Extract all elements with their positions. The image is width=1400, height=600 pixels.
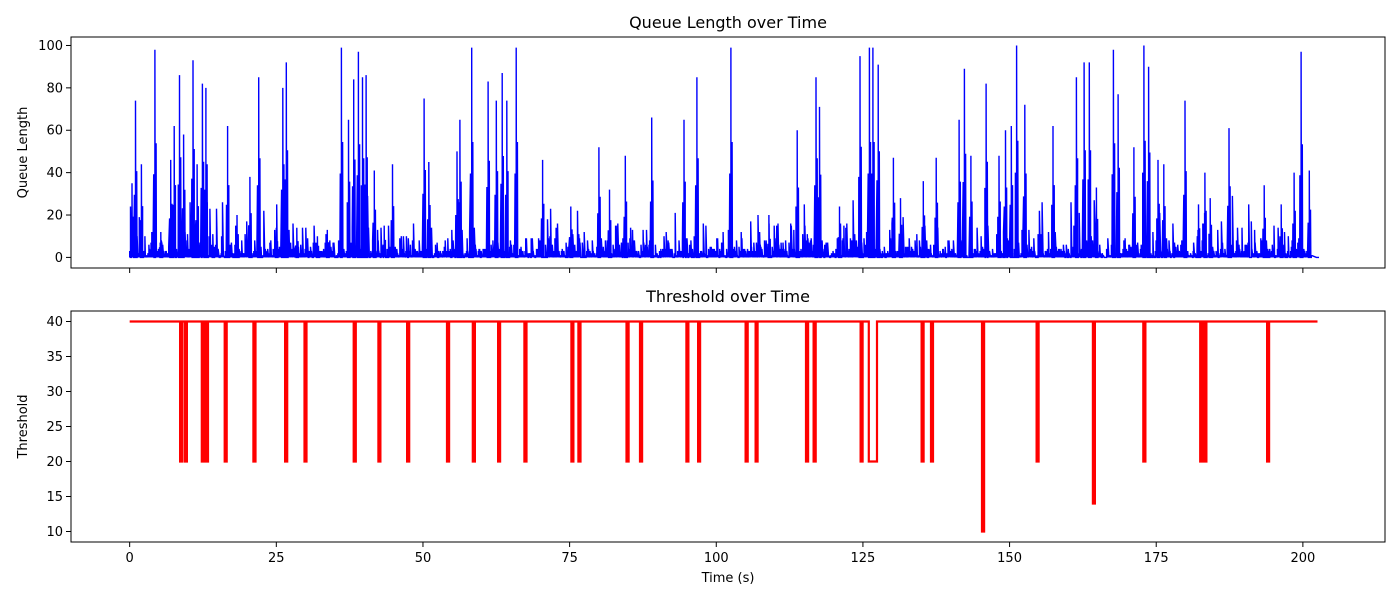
y-tick-label: 40 bbox=[46, 166, 63, 181]
x-tick-label: 75 bbox=[561, 551, 578, 566]
y-tick-label: 60 bbox=[46, 124, 63, 139]
queue-length-panel: Queue Length over Time 0 20 40 60 80 100 Queue … bbox=[16, 13, 1386, 273]
y-tick-label: 15 bbox=[46, 490, 63, 505]
y-tick-label: 25 bbox=[46, 420, 63, 435]
y-tick-label: 10 bbox=[46, 525, 63, 540]
y-tick-label: 80 bbox=[46, 81, 63, 96]
y-tick-label: 20 bbox=[46, 455, 63, 470]
x-tick-label: 175 bbox=[1144, 551, 1169, 566]
y-tick-label: 0 bbox=[55, 251, 63, 266]
y-tick-label: 40 bbox=[46, 315, 63, 330]
y-tick-label: 20 bbox=[46, 209, 63, 224]
x-tick-label: 0 bbox=[126, 551, 134, 566]
chart-title: Threshold over Time bbox=[645, 287, 810, 306]
x-axis-label: Time (s) bbox=[701, 571, 755, 586]
y-tick-label: 100 bbox=[38, 39, 63, 54]
y-tick-label: 35 bbox=[46, 350, 63, 365]
y-axis-label: Threshold bbox=[16, 394, 31, 459]
y-axis-label: Queue Length bbox=[16, 107, 31, 199]
plot-frame bbox=[70, 310, 1386, 543]
plot-frame bbox=[70, 36, 1386, 269]
x-tick-label: 25 bbox=[268, 551, 285, 566]
x-tick-label: 50 bbox=[415, 551, 432, 566]
threshold-panel: Threshold over Time 10 15 20 25 30 35 40 0 25 50 75… bbox=[16, 287, 1386, 586]
queue-length-series bbox=[129, 45, 1319, 259]
y-tick-label: 30 bbox=[46, 385, 63, 400]
x-tick-label: 125 bbox=[851, 551, 876, 566]
threshold-series bbox=[129, 320, 1318, 533]
chart-title: Queue Length over Time bbox=[629, 13, 827, 32]
x-tick-label: 100 bbox=[704, 551, 729, 566]
x-tick-label: 150 bbox=[997, 551, 1022, 566]
x-tick-label: 200 bbox=[1290, 551, 1315, 566]
